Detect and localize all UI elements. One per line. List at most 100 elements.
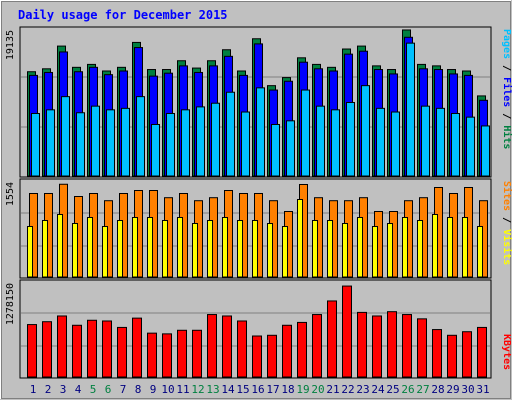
pages-bar xyxy=(316,105,325,177)
pages-bar xyxy=(61,96,70,177)
pages-bar xyxy=(466,116,475,177)
kbytes-bar xyxy=(102,320,112,378)
sites-bar xyxy=(312,220,318,278)
top-legend: Pages / Files / Hits xyxy=(501,29,512,149)
kbytes-bar xyxy=(132,317,142,378)
pages-bar xyxy=(451,112,460,177)
kbytes-bar xyxy=(117,326,127,378)
pages-bar xyxy=(286,120,295,177)
middle-legend: Sites / Visits xyxy=(501,181,512,265)
x-tick-label: 28 xyxy=(431,383,444,396)
bottom-legend: KBytes xyxy=(501,334,512,370)
top-ymax-label: 19135 xyxy=(5,30,16,60)
x-tick-label: 26 xyxy=(401,383,414,396)
sites-bar xyxy=(192,223,198,278)
kbytes-bar xyxy=(327,300,337,378)
legend-part: KBytes xyxy=(501,334,512,370)
pages-bar xyxy=(301,89,310,177)
x-tick-label: 2 xyxy=(45,383,52,396)
kbytes-bar xyxy=(357,311,367,378)
pages-bar xyxy=(376,107,385,177)
sites-bar xyxy=(282,226,288,278)
pages-bar xyxy=(271,123,280,177)
x-tick-label: 24 xyxy=(371,383,385,396)
sites-bar xyxy=(402,217,408,278)
legend-part: Sites xyxy=(501,181,512,211)
x-tick-label: 13 xyxy=(206,383,219,396)
pages-bar xyxy=(436,107,445,177)
kbytes-bar xyxy=(42,321,52,378)
pages-bar xyxy=(226,91,235,177)
pages-bar xyxy=(166,112,175,177)
x-tick-label: 5 xyxy=(90,383,97,396)
kbytes-bar xyxy=(192,329,202,378)
pages-bar xyxy=(76,112,85,177)
sites-bar xyxy=(27,226,33,278)
pages-bar xyxy=(361,85,370,177)
kbytes-bar xyxy=(477,326,487,378)
pages-bar xyxy=(481,125,490,177)
x-axis-labels: 1 2 3 4 5 6 7 8 9 10 11 12 13 14 15 16 17 18 19 20 21 22 23 24 2… xyxy=(30,383,490,396)
kbytes-bar xyxy=(162,333,172,378)
sites-bar xyxy=(147,217,153,278)
kbytes-bar xyxy=(237,320,247,378)
sites-bar xyxy=(462,217,468,278)
x-tick-label: 9 xyxy=(150,383,157,396)
x-tick-label: 29 xyxy=(446,383,459,396)
kbytes-bar xyxy=(462,331,472,378)
x-tick-label: 6 xyxy=(105,383,112,396)
x-tick-label: 10 xyxy=(161,383,174,396)
sites-bar xyxy=(417,220,423,278)
kbytes-bar xyxy=(147,332,157,378)
middle-ymax-label: 1554 xyxy=(5,182,16,206)
pages-bar xyxy=(46,109,55,177)
pages-bar xyxy=(256,87,265,177)
bottom-ymax-label: 1278150 xyxy=(5,283,16,325)
sites-bar xyxy=(387,223,393,278)
kbytes-bar xyxy=(57,315,67,378)
sites-bar xyxy=(42,220,48,278)
pages-bar xyxy=(211,102,220,177)
kbytes-bar xyxy=(177,329,187,378)
x-tick-label: 4 xyxy=(75,383,82,396)
sites-bar xyxy=(57,214,63,278)
chart-title: Daily usage for December 2015 xyxy=(18,8,228,22)
sites-bar xyxy=(267,223,273,278)
x-tick-label: 15 xyxy=(236,383,249,396)
sites-bar xyxy=(102,226,108,278)
legend-part: Pages xyxy=(501,29,512,59)
pages-bar xyxy=(136,96,145,177)
sites-bar xyxy=(72,223,78,278)
x-tick-label: 3 xyxy=(60,383,67,396)
pages-bar xyxy=(31,112,40,177)
x-tick-label: 16 xyxy=(251,383,264,396)
sites-bar xyxy=(477,226,483,278)
kbytes-bar xyxy=(207,314,217,378)
sites-bar xyxy=(162,220,168,278)
kbytes-bar xyxy=(387,311,397,378)
x-tick-label: 19 xyxy=(296,383,309,396)
pages-bar xyxy=(421,105,430,177)
x-tick-label: 22 xyxy=(341,383,354,396)
kbytes-bar xyxy=(27,324,37,378)
x-tick-label: 18 xyxy=(281,383,294,396)
sites-bar xyxy=(447,217,453,278)
pages-bar xyxy=(121,107,130,177)
x-tick-label: 11 xyxy=(176,383,189,396)
sites-bar xyxy=(252,220,258,278)
pages-bar xyxy=(391,111,400,177)
kbytes-bar xyxy=(432,329,442,378)
legend-part: Files xyxy=(501,71,512,107)
x-tick-label: 23 xyxy=(356,383,369,396)
sites-bar xyxy=(297,199,303,278)
kbytes-bar xyxy=(447,334,457,378)
pages-bar xyxy=(331,109,340,177)
kbytes-bar xyxy=(312,314,322,378)
pages-bar xyxy=(106,109,115,177)
pages-bar xyxy=(346,102,355,177)
kbytes-bar xyxy=(417,318,427,378)
x-tick-label: 27 xyxy=(416,383,429,396)
legend-part: / xyxy=(501,59,512,71)
